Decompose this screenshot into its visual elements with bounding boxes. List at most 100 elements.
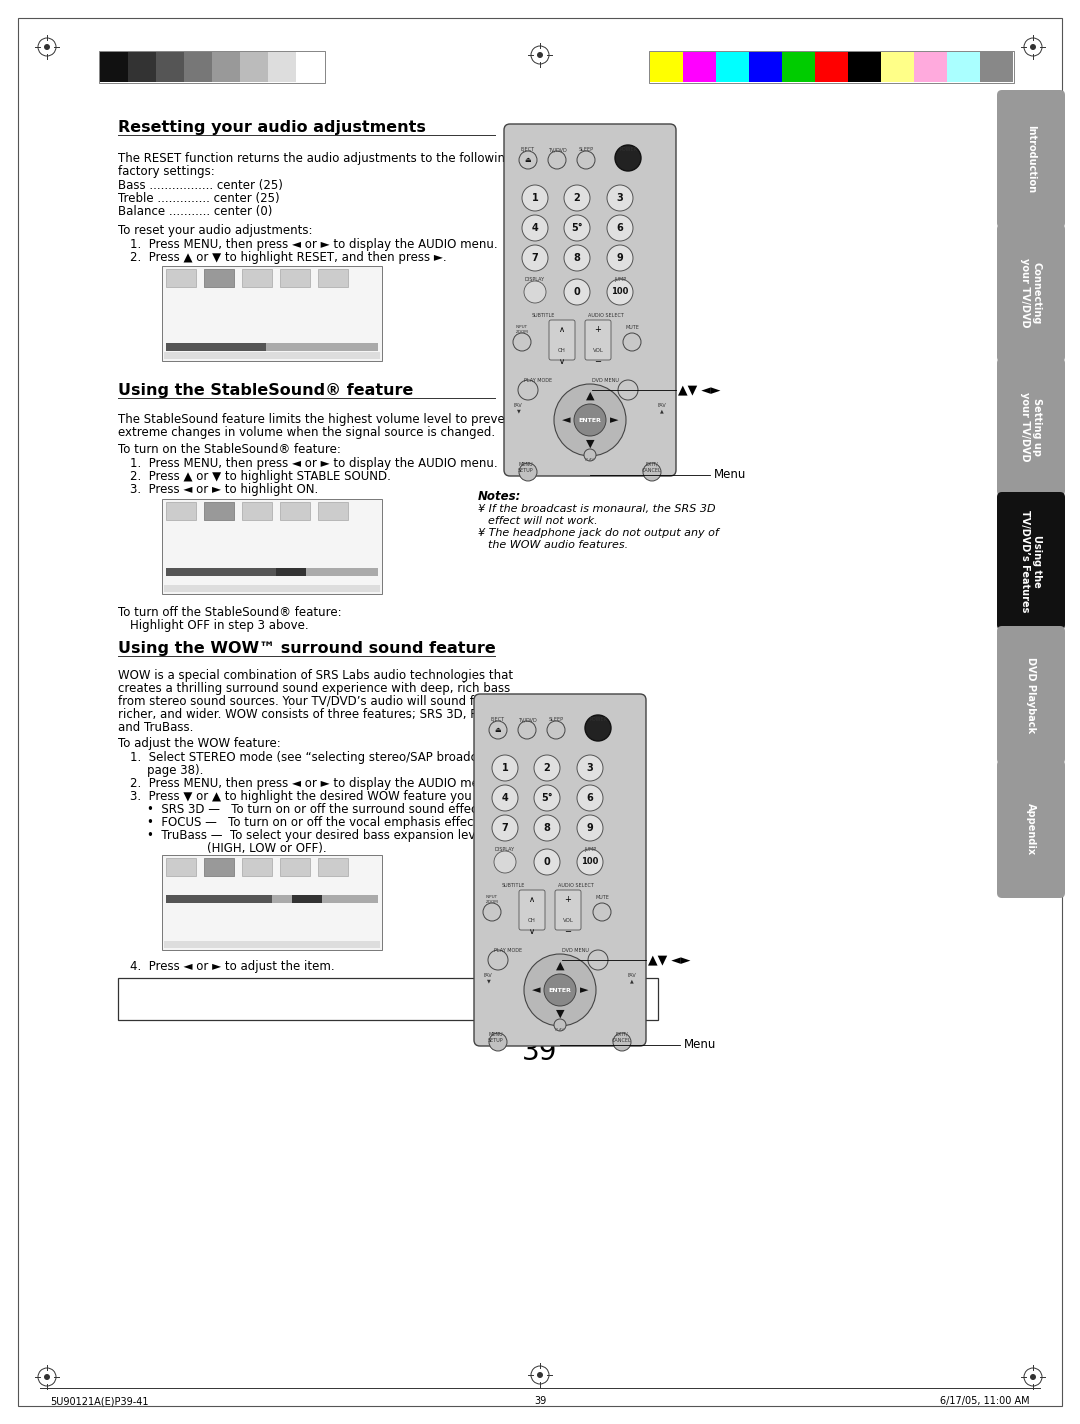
Text: creates a thrilling surround sound experience with deep, rich bass: creates a thrilling surround sound exper… bbox=[118, 682, 510, 695]
Text: OFF: OFF bbox=[294, 897, 308, 903]
Bar bbox=[164, 352, 380, 359]
Text: BASS: BASS bbox=[168, 541, 186, 547]
Circle shape bbox=[593, 903, 611, 921]
Bar bbox=[242, 503, 272, 520]
Text: OFF: OFF bbox=[282, 914, 295, 920]
Text: Appendix: Appendix bbox=[1026, 803, 1036, 854]
Circle shape bbox=[534, 849, 561, 874]
Text: OFF: OFF bbox=[310, 570, 326, 575]
Text: INPUT
ZOOM: INPUT ZOOM bbox=[486, 896, 498, 904]
Text: HDMI: HDMI bbox=[282, 335, 300, 340]
Text: 25: 25 bbox=[282, 550, 291, 555]
Text: from stereo sound sources. Your TV/DVD’s audio will sound fuller,: from stereo sound sources. Your TV/DVD’s… bbox=[118, 695, 504, 708]
Text: EXIT/
CANCEL: EXIT/ CANCEL bbox=[643, 461, 662, 473]
Text: AUDIO: AUDIO bbox=[168, 879, 192, 887]
Circle shape bbox=[573, 404, 606, 436]
FancyBboxPatch shape bbox=[997, 493, 1065, 629]
Circle shape bbox=[38, 1368, 56, 1386]
Text: STEREO: STEREO bbox=[282, 533, 310, 538]
Text: MUTE: MUTE bbox=[625, 325, 639, 330]
Text: the WOW audio features.: the WOW audio features. bbox=[488, 540, 629, 550]
Text: ▲: ▲ bbox=[585, 392, 594, 402]
Circle shape bbox=[613, 1032, 631, 1051]
Text: 9: 9 bbox=[586, 823, 593, 833]
Bar bbox=[204, 859, 234, 876]
Bar bbox=[292, 896, 322, 903]
Text: 4: 4 bbox=[531, 224, 538, 234]
Circle shape bbox=[1024, 38, 1042, 56]
Text: AUDIO SELECT: AUDIO SELECT bbox=[558, 883, 594, 889]
Text: OFF: OFF bbox=[282, 316, 295, 322]
Text: ►: ► bbox=[282, 931, 287, 938]
Text: 8: 8 bbox=[543, 823, 551, 833]
Bar bbox=[848, 53, 881, 83]
Circle shape bbox=[524, 281, 546, 303]
Text: ∧: ∧ bbox=[529, 896, 535, 904]
Circle shape bbox=[1024, 1368, 1042, 1386]
Bar bbox=[166, 503, 195, 520]
Circle shape bbox=[492, 815, 518, 842]
Text: PLAY: PLAY bbox=[555, 1028, 565, 1032]
Text: ▲▼ ◄►: ▲▼ ◄► bbox=[648, 954, 690, 967]
Text: OFF: OFF bbox=[282, 325, 295, 330]
Text: ● :ADJUST: ● :ADJUST bbox=[262, 943, 298, 948]
Circle shape bbox=[531, 1366, 549, 1384]
Circle shape bbox=[513, 333, 531, 350]
Bar bbox=[204, 859, 234, 876]
Circle shape bbox=[615, 145, 642, 171]
Bar bbox=[272, 896, 378, 903]
Text: 1.  Press MENU, then press ◄ or ► to display the AUDIO menu.: 1. Press MENU, then press ◄ or ► to disp… bbox=[130, 238, 498, 251]
Text: 8: 8 bbox=[573, 253, 580, 263]
FancyBboxPatch shape bbox=[997, 90, 1065, 228]
Bar bbox=[204, 269, 234, 288]
Text: Introduction: Introduction bbox=[1026, 125, 1036, 194]
Bar bbox=[649, 51, 1014, 83]
Bar bbox=[716, 53, 750, 83]
Text: (HIGH, LOW or OFF).: (HIGH, LOW or OFF). bbox=[207, 842, 326, 854]
Text: effect will not work.: effect will not work. bbox=[488, 515, 597, 525]
Bar bbox=[650, 53, 683, 83]
Text: 3.  Press ▼ or ▲ to highlight the desired WOW feature you want to adjust.: 3. Press ▼ or ▲ to highlight the desired… bbox=[130, 790, 564, 803]
Text: •  TruBass —  To select your desired bass expansion level: • TruBass — To select your desired bass … bbox=[147, 829, 486, 842]
Text: FAV
▲: FAV ▲ bbox=[658, 403, 666, 413]
Text: SLEEP: SLEEP bbox=[579, 147, 594, 152]
FancyBboxPatch shape bbox=[585, 320, 611, 360]
Text: TruBass: TruBass bbox=[168, 914, 194, 920]
Bar bbox=[166, 859, 195, 876]
Text: Using the WOW™ surround sound feature: Using the WOW™ surround sound feature bbox=[118, 641, 496, 656]
Text: ▲: ▲ bbox=[168, 887, 174, 893]
Bar bbox=[782, 53, 815, 83]
Text: Using the StableSound® feature: Using the StableSound® feature bbox=[118, 383, 414, 397]
Text: −: − bbox=[594, 357, 602, 366]
Circle shape bbox=[564, 245, 590, 271]
Circle shape bbox=[1030, 44, 1036, 50]
Bar bbox=[980, 53, 1013, 83]
Text: CH: CH bbox=[528, 917, 536, 923]
Text: 2: 2 bbox=[573, 194, 580, 204]
Circle shape bbox=[522, 245, 548, 271]
Text: richer, and wider. WOW consists of three features; SRS 3D, FOCUS,: richer, and wider. WOW consists of three… bbox=[118, 708, 514, 721]
Text: WOW, SRS and (●) symbol are trademarks of SRS Labs, Inc.: WOW, SRS and (●) symbol are trademarks o… bbox=[126, 985, 481, 1000]
Text: extreme changes in volume when the signal source is changed.: extreme changes in volume when the signa… bbox=[118, 426, 495, 439]
Text: POWER: POWER bbox=[619, 147, 637, 152]
Bar bbox=[162, 266, 382, 362]
Text: 3.  Press ◄ or ► to highlight ON.: 3. Press ◄ or ► to highlight ON. bbox=[130, 483, 319, 496]
Text: FOCUS: FOCUS bbox=[168, 906, 191, 911]
Text: ● :ADJUST: ● :ADJUST bbox=[262, 587, 298, 592]
Circle shape bbox=[577, 785, 603, 812]
Text: 25: 25 bbox=[282, 541, 291, 547]
Text: EJECT: EJECT bbox=[521, 147, 535, 152]
Text: PLAY MODE: PLAY MODE bbox=[494, 948, 522, 953]
Circle shape bbox=[44, 44, 50, 50]
Text: MTS: MTS bbox=[168, 533, 183, 538]
Circle shape bbox=[489, 1032, 507, 1051]
Bar bbox=[318, 503, 348, 520]
Circle shape bbox=[548, 151, 566, 169]
Bar bbox=[166, 269, 195, 288]
FancyBboxPatch shape bbox=[474, 693, 646, 1047]
Text: AUDIO: AUDIO bbox=[168, 523, 192, 531]
Circle shape bbox=[585, 715, 611, 740]
Text: and TruBass.: and TruBass. bbox=[118, 721, 193, 733]
Text: 2.  Press MENU, then press ◄ or ► to display the AUDIO menu.: 2. Press MENU, then press ◄ or ► to disp… bbox=[130, 778, 498, 790]
Text: SUBTITLE: SUBTITLE bbox=[502, 883, 525, 889]
